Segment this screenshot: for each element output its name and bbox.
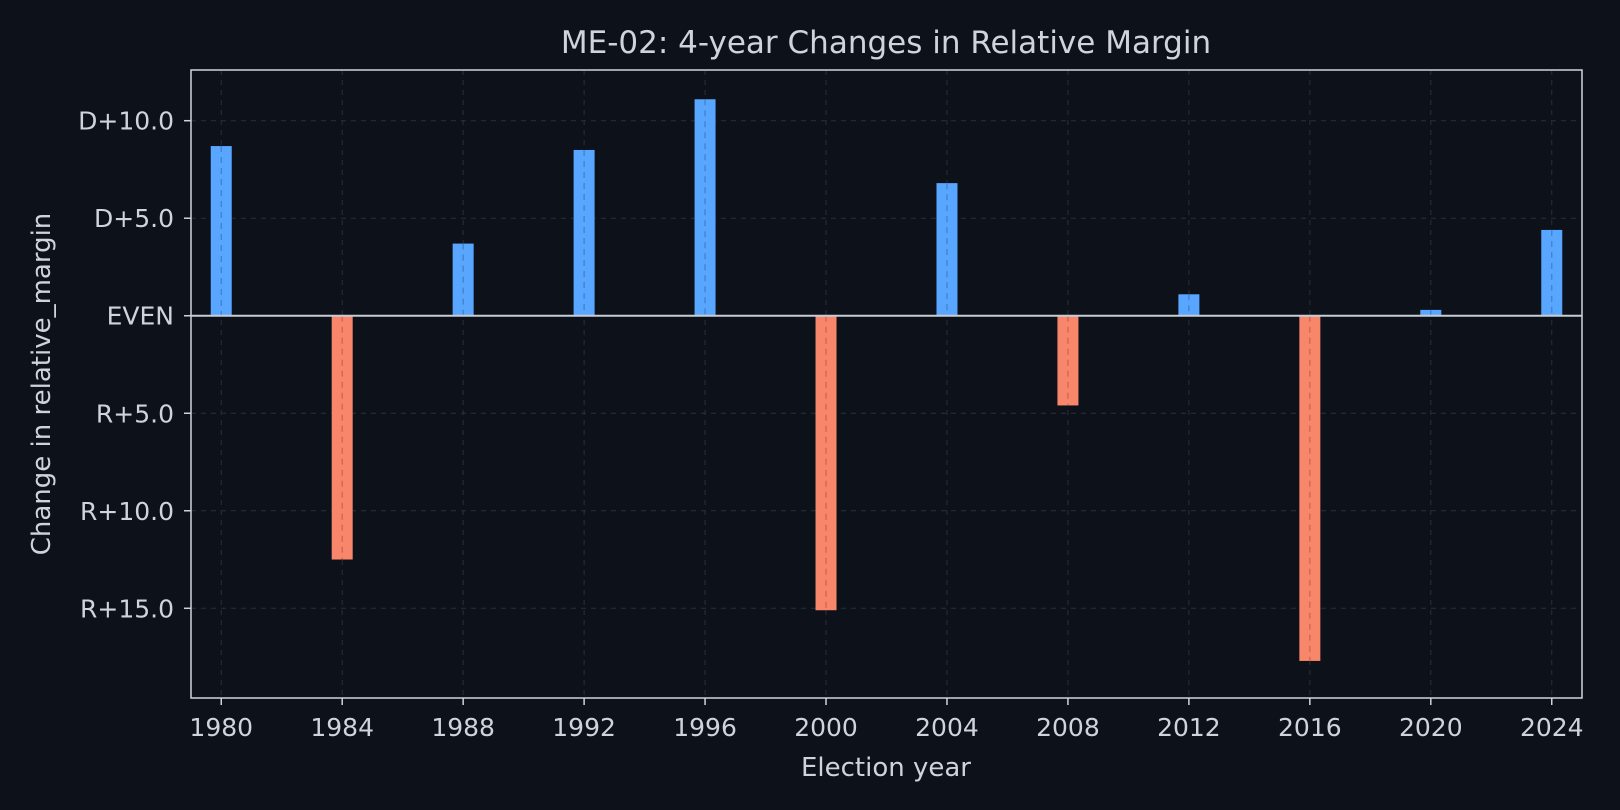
y-axis-label: Change in relative_margin xyxy=(27,213,57,556)
x-tick-label: 2024 xyxy=(1520,713,1584,742)
x-tick-label: 2020 xyxy=(1399,713,1463,742)
x-tick-label: 2016 xyxy=(1278,713,1342,742)
plot-frame xyxy=(190,69,1583,699)
bar-1996 xyxy=(694,99,716,316)
x-tick-label: 1984 xyxy=(310,713,374,742)
y-tick-label: D+5.0 xyxy=(94,204,174,233)
x-tick-label: 1988 xyxy=(431,713,495,742)
x-axis-label: Election year xyxy=(801,753,971,783)
x-tick-label: 1996 xyxy=(673,713,737,742)
y-tick-label: R+5.0 xyxy=(96,399,174,428)
y-tick-label: EVEN xyxy=(107,302,174,331)
x-tick-label: 1980 xyxy=(189,713,253,742)
y-tick-label: D+10.0 xyxy=(78,107,174,136)
bar-2012 xyxy=(1178,294,1200,316)
y-tick-label: R+10.0 xyxy=(80,497,174,526)
chart-title: ME-02: 4-year Changes in Relative Margin xyxy=(561,25,1211,61)
bar-2024 xyxy=(1541,229,1563,316)
bar-1980 xyxy=(210,146,232,316)
bars xyxy=(210,99,1563,661)
y-tick-label: R+15.0 xyxy=(80,594,174,623)
x-tick-label: 1992 xyxy=(552,713,616,742)
x-axis-ticks: 1980 1984 1988 1992 1996 2000 2004 2008 2012 2016… xyxy=(189,698,1584,742)
x-tick-label: 2008 xyxy=(1036,713,1100,742)
y-axis-ticks: D+10.0 D+5.0 EVEN R+5.0 R+10.0 R+15.0 xyxy=(78,107,191,623)
x-tick-label: 2000 xyxy=(794,713,858,742)
bar-2016 xyxy=(1299,315,1321,661)
x-tick-label: 2004 xyxy=(915,713,979,742)
x-tick-label: 2012 xyxy=(1157,713,1221,742)
